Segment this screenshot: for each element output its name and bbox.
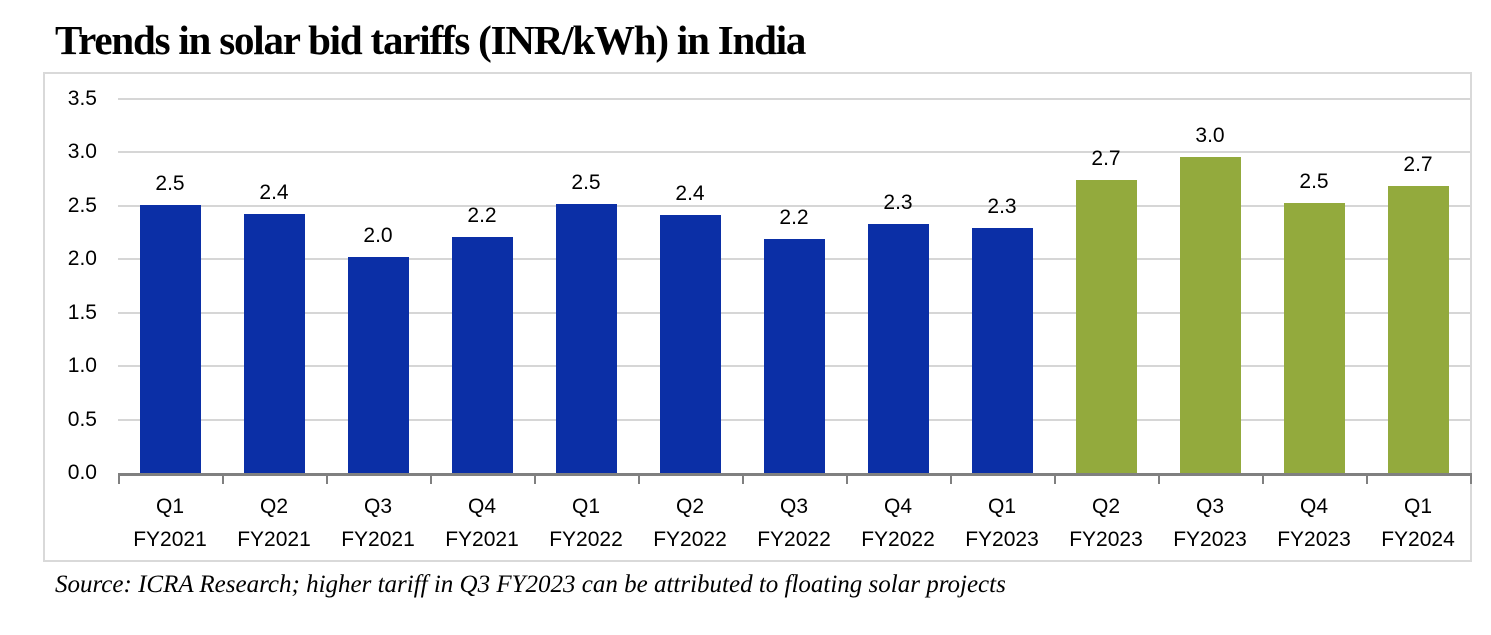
- bar-value-label: 2.3: [987, 195, 1017, 218]
- bar-value-label: 3.0: [1195, 124, 1225, 147]
- x-axis-category-label: Q1 FY2023: [950, 490, 1054, 556]
- x-axis-tick: [846, 473, 848, 484]
- x-label-fiscal-year: FY2022: [653, 528, 727, 551]
- x-axis-tick: [430, 473, 432, 484]
- x-label-quarter: Q4: [1299, 495, 1328, 518]
- bar-q3-fy2021: [347, 257, 409, 473]
- x-axis-category-label: Q1 FY2024: [1366, 490, 1470, 556]
- y-axis-tick-label: 3.5: [67, 86, 97, 110]
- y-axis-tick-label: 1.0: [67, 354, 97, 377]
- x-label-fiscal-year: FY2023: [1069, 528, 1143, 551]
- bar-value-label: 2.4: [675, 182, 705, 205]
- bar-q3-fy2022: [763, 239, 825, 473]
- x-axis-category-label: Q3 FY2023: [1158, 490, 1262, 556]
- x-label-fiscal-year: FY2022: [757, 528, 831, 551]
- x-axis-tick: [950, 473, 952, 484]
- x-axis-category-label: Q3 FY2022: [742, 490, 846, 556]
- bar-q1-fy2024: [1387, 186, 1449, 473]
- x-label-fiscal-year: FY2022: [549, 528, 623, 551]
- chart-plot-area: 0.0 0.5 1.0 1.5 2.0 2.5 3.0 3.5 2.5 Q1 FY2021 2.4 Q2…: [43, 72, 1472, 562]
- x-axis-tick: [742, 473, 744, 484]
- bar-q2-fy2023: [1075, 180, 1137, 473]
- y-axis-tick-label: 2.0: [67, 247, 97, 270]
- y-axis-tick-label: 0.5: [67, 407, 97, 431]
- x-label-quarter: Q3: [363, 495, 392, 518]
- x-axis-tick: [1470, 473, 1472, 484]
- gridline: [118, 151, 1470, 153]
- x-axis-tick: [1262, 473, 1264, 484]
- x-axis-tick: [1054, 473, 1056, 484]
- x-axis-category-label: Q1 FY2021: [118, 490, 222, 556]
- bar-value-label: 2.5: [571, 171, 601, 194]
- x-label-fiscal-year: FY2023: [1277, 528, 1351, 551]
- x-label-fiscal-year: FY2022: [861, 528, 935, 551]
- bar-value-label: 2.7: [1403, 153, 1433, 176]
- x-label-quarter: Q4: [883, 495, 912, 518]
- bar-value-label: 2.3: [883, 191, 913, 214]
- bar-value-label: 2.0: [363, 224, 393, 247]
- x-axis-category-label: Q1 FY2022: [534, 490, 638, 556]
- bar-value-label: 2.2: [467, 204, 497, 227]
- x-axis-category-label: Q3 FY2021: [326, 490, 430, 556]
- x-axis-tick: [638, 473, 640, 484]
- x-axis-category-label: Q2 FY2022: [638, 490, 742, 556]
- x-axis-category-label: Q4 FY2022: [846, 490, 950, 556]
- chart-title: Trends in solar bid tariffs (INR/kWh) in…: [55, 17, 806, 63]
- bar-value-label: 2.7: [1091, 147, 1121, 170]
- x-label-fiscal-year: FY2023: [1173, 528, 1247, 551]
- x-axis-category-label: Q4 FY2021: [430, 490, 534, 556]
- x-label-fiscal-year: FY2021: [341, 528, 415, 551]
- y-axis-tick-label: 3.0: [67, 140, 97, 163]
- bar-value-label: 2.5: [1299, 170, 1329, 193]
- bar-q4-fy2023: [1283, 203, 1345, 473]
- x-axis-tick: [326, 473, 328, 484]
- bar-value-label: 2.2: [779, 206, 809, 229]
- bar-q4-fy2022: [867, 224, 929, 473]
- x-label-quarter: Q1: [987, 495, 1016, 518]
- gridline: [118, 204, 1470, 207]
- x-label-quarter: Q2: [259, 495, 288, 518]
- source-note: Source: ICRA Research; higher tariff in …: [55, 571, 1006, 598]
- x-label-quarter: Q4: [467, 495, 496, 518]
- bar-q3-fy2023: [1179, 157, 1241, 473]
- bar-value-label: 2.5: [155, 172, 185, 195]
- x-label-fiscal-year: FY2023: [965, 528, 1039, 551]
- x-axis-category-label: Q4 FY2023: [1262, 490, 1366, 556]
- x-label-quarter: Q3: [779, 495, 808, 518]
- x-axis-tick: [118, 473, 120, 484]
- y-axis-tick-label: 1.5: [67, 300, 97, 324]
- x-axis-line: [118, 473, 1470, 476]
- x-label-fiscal-year: FY2021: [133, 528, 207, 551]
- x-label-quarter: Q1: [155, 495, 184, 518]
- x-label-quarter: Q1: [571, 495, 600, 518]
- bar-q1-fy2022: [555, 204, 617, 473]
- x-axis-tick: [1158, 473, 1160, 484]
- x-label-quarter: Q2: [1091, 495, 1120, 518]
- bar-q1-fy2023: [971, 228, 1033, 473]
- bar-q2-fy2022: [659, 215, 721, 473]
- x-label-quarter: Q3: [1195, 495, 1224, 518]
- x-label-fiscal-year: FY2024: [1381, 528, 1455, 551]
- y-axis-tick-label: 0.0: [67, 461, 97, 484]
- x-label-fiscal-year: FY2021: [237, 528, 311, 551]
- x-label-quarter: Q2: [675, 495, 704, 518]
- x-axis-category-label: Q2 FY2023: [1054, 490, 1158, 556]
- x-axis-tick: [222, 473, 224, 484]
- gridline: [118, 97, 1470, 100]
- x-axis-tick: [534, 473, 536, 484]
- y-axis-tick-label: 2.5: [67, 193, 97, 217]
- bar-q1-fy2021: [139, 205, 201, 473]
- x-label-fiscal-year: FY2021: [445, 528, 519, 551]
- x-label-quarter: Q1: [1403, 495, 1432, 518]
- bar-q4-fy2021: [451, 237, 513, 473]
- bar-q2-fy2021: [243, 214, 305, 473]
- bar-value-label: 2.4: [259, 181, 289, 204]
- x-axis-category-label: Q2 FY2021: [222, 490, 326, 556]
- x-axis-tick: [1366, 473, 1368, 484]
